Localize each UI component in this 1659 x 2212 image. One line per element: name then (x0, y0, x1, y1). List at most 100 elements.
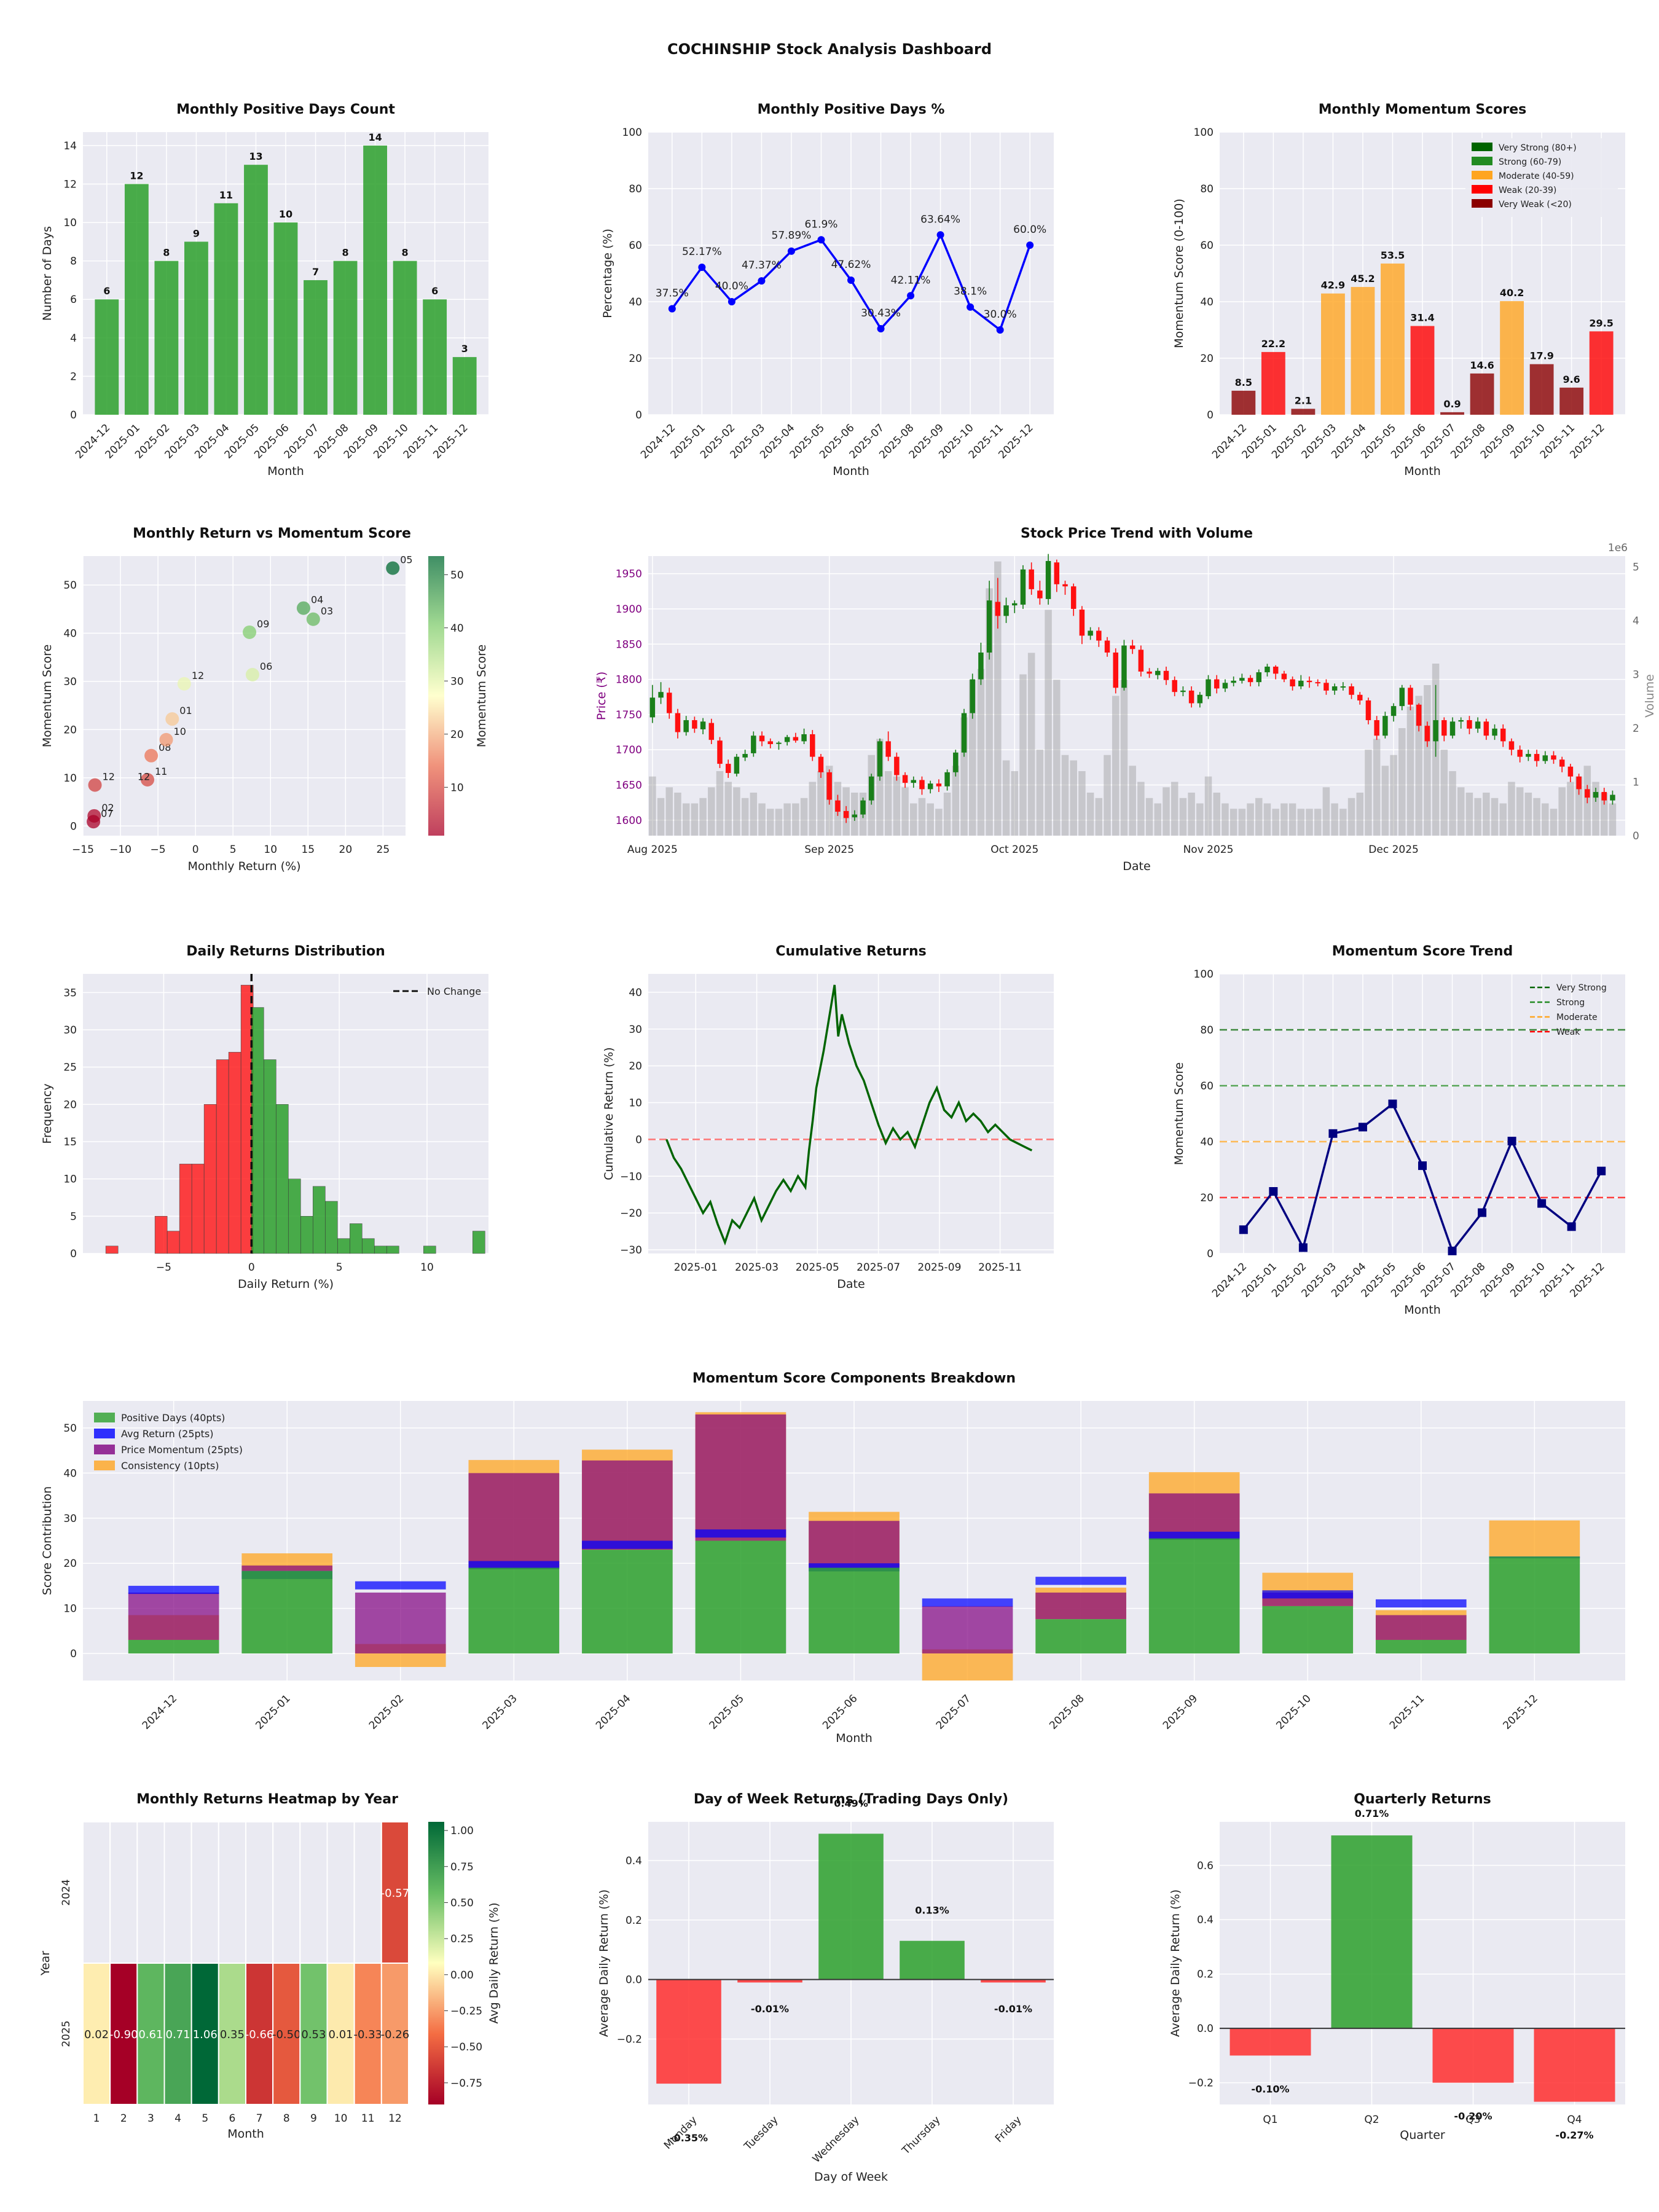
legend-swatch (94, 1461, 115, 1470)
heatmap-cell-label: -0.50 (272, 2028, 301, 2041)
volume-bar (1339, 809, 1347, 836)
volume-bar (1390, 755, 1397, 836)
volume-bar (649, 776, 656, 836)
bar-data-label: 9 (193, 227, 200, 239)
legend-label: Strong (60-79) (1499, 157, 1561, 167)
bar (1381, 263, 1405, 415)
candle-body (953, 752, 959, 772)
y2-tick-label: 2 (1633, 723, 1639, 735)
data-marker (1567, 1222, 1576, 1231)
volume-bar (943, 793, 951, 836)
data-point (877, 325, 885, 333)
volume-bar (1027, 653, 1035, 836)
candle-body (852, 814, 858, 818)
x-tick-label: 2025-09 (917, 1261, 961, 1274)
candle-body (1155, 670, 1161, 675)
x-axis-label: Date (837, 1277, 865, 1291)
y-axis-label: Percentage (%) (601, 229, 614, 318)
volume-bar (994, 561, 1002, 836)
data-point (698, 264, 706, 272)
bar (1534, 2028, 1615, 2102)
candle-body (986, 600, 992, 653)
point-data-label: 47.37% (742, 259, 782, 272)
bar (1351, 287, 1375, 415)
y-tick-label: 35 (63, 987, 77, 999)
candle-body (1306, 680, 1312, 683)
candle-body (885, 741, 891, 757)
chart-title: Monthly Positive Days % (758, 102, 945, 117)
y-tick-label: 10 (63, 1603, 77, 1615)
component-bar-positive-days (1489, 1556, 1580, 1653)
bar-data-label: 6 (431, 285, 438, 297)
candle-body (1129, 645, 1135, 649)
bar-data-label: 3 (461, 343, 468, 355)
y-axis-label: Average Daily Return (%) (1169, 1889, 1182, 2037)
colorbar-tick-label: 0.25 (450, 1933, 474, 1945)
candle-body (1467, 720, 1472, 729)
candle-body (1408, 688, 1413, 705)
bar-data-label: -0.27% (1555, 2130, 1593, 2141)
volume-bar (901, 787, 909, 836)
candle-body (675, 713, 681, 732)
candle-body (919, 780, 925, 790)
y-tick-label: 40 (63, 628, 77, 640)
volume-bar (657, 798, 665, 836)
component-bar-price-momentum (922, 1606, 1013, 1653)
volume-bar (1567, 782, 1574, 836)
data-point (936, 231, 944, 239)
x-tick-label: 12 (388, 2112, 402, 2125)
candle-body (1104, 640, 1110, 653)
bar (1291, 409, 1316, 415)
y-tick-label: 20 (1200, 1192, 1214, 1204)
x-tick-label: 2025-04 (594, 1692, 633, 1732)
data-point (907, 292, 915, 300)
chart-cumulative-returns: −30 −20 −10 0 10 20 30 40 2025-01 2025-03 2025-05 2… (602, 944, 1054, 1291)
candle-body (1163, 670, 1169, 680)
bar (656, 1979, 721, 2084)
chart-title: Monthly Return vs Momentum Score (133, 526, 411, 541)
candle-body (725, 764, 731, 773)
volume-bar (1457, 787, 1465, 836)
point-label: 10 (174, 726, 186, 737)
candle-body (1416, 704, 1422, 726)
bar (214, 203, 238, 415)
bar-data-label: 8.5 (1235, 377, 1252, 388)
bar-data-label: 0.9 (1443, 398, 1461, 410)
x-axis-label: Date (1123, 860, 1150, 873)
heatmap-cell (245, 1963, 274, 2105)
histogram-bar (288, 1179, 301, 1254)
chart-title: Stock Price Trend with Volume (1021, 526, 1253, 541)
y-tick-label: 0.6 (1197, 1860, 1214, 1872)
bar-data-label: 40.2 (1500, 287, 1524, 299)
data-point (1026, 241, 1034, 249)
y-tick-label: 100 (622, 127, 642, 139)
y-tick-label: 10 (63, 772, 77, 785)
y-tick-label: 0 (635, 409, 642, 422)
volume-bar (750, 793, 758, 836)
x-tick-label: 2025-01 (674, 1261, 718, 1274)
candle-body (708, 723, 715, 740)
point-data-label: 52.17% (682, 246, 722, 258)
y-tick-label: 0 (70, 409, 77, 422)
x-tick-label: 2025-01 (253, 1692, 292, 1732)
point-data-label: 37.5% (656, 288, 689, 300)
volume-bar (1078, 771, 1086, 836)
bar (1410, 326, 1435, 415)
bar-data-label: 31.4 (1410, 312, 1434, 324)
y-axis-label: Average Daily Return (%) (597, 1889, 611, 2037)
y-tick-label: 2025 (60, 2020, 73, 2047)
candle-body (1273, 666, 1279, 674)
point-label: 11 (155, 766, 167, 777)
volume-bar (1331, 803, 1338, 836)
y-tick-label: 30 (63, 1024, 77, 1037)
point-label: 01 (179, 705, 192, 716)
x-tick-label: 2025-03 (735, 1261, 779, 1274)
y-tick-label: 20 (63, 1558, 77, 1570)
volume-bar (876, 739, 884, 836)
data-marker (1388, 1099, 1397, 1108)
y-tick-label: 40 (1200, 1136, 1214, 1148)
bar (1559, 387, 1584, 415)
y2-offset-label: 1e6 (1608, 542, 1628, 554)
legend-label: Very Weak (<20) (1499, 200, 1572, 210)
chart-title: Monthly Momentum Scores (1319, 102, 1527, 117)
